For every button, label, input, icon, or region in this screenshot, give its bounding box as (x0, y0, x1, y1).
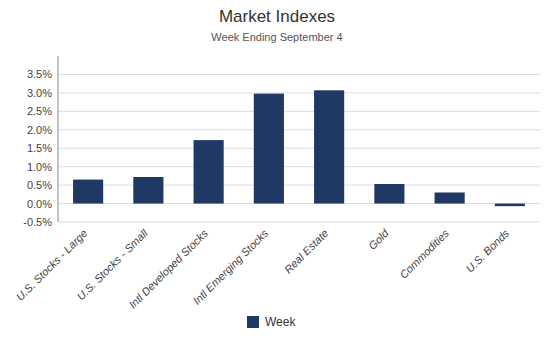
legend-label: Week (265, 315, 296, 329)
grid-line (58, 166, 540, 167)
bar (133, 177, 163, 204)
y-tick-label: 3.0% (27, 87, 52, 99)
y-tick-label: -0.5% (23, 216, 52, 228)
bar (73, 180, 103, 204)
y-tick-label: 2.0% (27, 124, 52, 136)
y-tick-label: 0.0% (27, 198, 52, 210)
legend: Week (247, 315, 296, 329)
grid-line (58, 148, 540, 149)
x-tick-label: U.S. Bonds (463, 227, 511, 275)
y-tick-label: 1.5% (27, 142, 52, 154)
y-tick-label: 0.5% (27, 179, 52, 191)
grid-line (58, 185, 540, 186)
grid-line (58, 129, 540, 130)
y-axis-line (58, 56, 59, 222)
bar (314, 90, 344, 203)
grid (58, 74, 540, 222)
grid-line (58, 203, 540, 204)
legend-swatch (247, 316, 259, 328)
x-tick-label: Gold (366, 226, 392, 252)
bar (194, 140, 224, 203)
subtitle: Week Ending September 4 (211, 31, 342, 43)
y-tick-label: 1.0% (27, 161, 52, 173)
chart: Market Indexes Week Ending September 4 -0.… (0, 0, 554, 340)
x-tick-label: Real Estate (282, 227, 331, 276)
chart-container: Market Indexes Week Ending September 4 -0.… (0, 0, 554, 340)
y-tick-label: 2.5% (27, 105, 52, 117)
y-tick-label: 3.5% (27, 68, 52, 80)
bar (435, 192, 465, 203)
grid-line (58, 74, 540, 75)
bar (254, 94, 284, 204)
grid-line (58, 111, 540, 112)
grid-line (58, 92, 540, 93)
bars (73, 90, 525, 206)
bar (374, 184, 404, 204)
x-tick-label: Commodities (397, 227, 451, 281)
bar (495, 204, 525, 207)
title: Market Indexes (219, 7, 335, 26)
grid-line (58, 222, 540, 223)
x-tick-label: Intl Emerging Stocks (190, 227, 270, 307)
